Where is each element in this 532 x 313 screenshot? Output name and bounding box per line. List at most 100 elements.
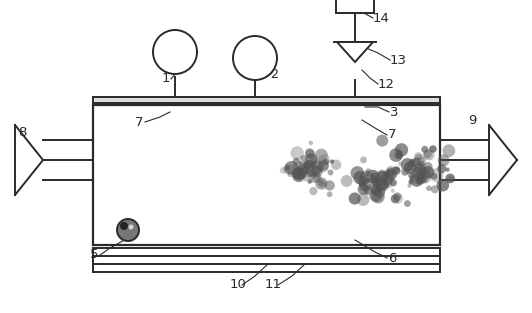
Circle shape <box>309 141 313 145</box>
Circle shape <box>293 167 306 180</box>
Bar <box>336 0 374 13</box>
Circle shape <box>309 171 321 183</box>
Circle shape <box>423 150 432 158</box>
Circle shape <box>429 168 444 182</box>
Circle shape <box>315 177 328 190</box>
Circle shape <box>407 160 414 167</box>
Circle shape <box>305 153 318 165</box>
Text: -2: -2 <box>266 69 279 81</box>
Circle shape <box>398 161 403 166</box>
Circle shape <box>292 169 305 182</box>
Circle shape <box>351 166 364 180</box>
Circle shape <box>303 161 312 170</box>
Circle shape <box>294 174 298 178</box>
Circle shape <box>298 165 303 170</box>
Circle shape <box>431 173 437 180</box>
Circle shape <box>358 183 369 195</box>
Circle shape <box>414 164 426 175</box>
Circle shape <box>410 173 423 187</box>
Text: 6: 6 <box>388 252 396 264</box>
Circle shape <box>153 30 197 74</box>
Circle shape <box>369 181 383 194</box>
Text: 7: 7 <box>388 129 396 141</box>
Circle shape <box>300 155 307 162</box>
Circle shape <box>443 144 455 157</box>
Circle shape <box>330 159 334 164</box>
Circle shape <box>390 189 395 193</box>
Circle shape <box>385 171 395 181</box>
Circle shape <box>376 186 381 191</box>
Circle shape <box>233 36 277 80</box>
Circle shape <box>396 153 401 158</box>
Text: 8: 8 <box>18 126 27 140</box>
Circle shape <box>376 181 380 185</box>
Circle shape <box>298 161 303 165</box>
Circle shape <box>359 176 363 180</box>
Circle shape <box>437 164 446 173</box>
Circle shape <box>419 170 432 183</box>
Circle shape <box>390 194 400 203</box>
Text: 13: 13 <box>390 54 407 66</box>
Circle shape <box>369 189 382 202</box>
Circle shape <box>393 192 402 201</box>
Circle shape <box>371 190 385 203</box>
Circle shape <box>386 166 396 176</box>
Circle shape <box>305 164 310 169</box>
Circle shape <box>318 166 323 171</box>
Circle shape <box>309 187 318 195</box>
Circle shape <box>417 167 426 177</box>
Circle shape <box>311 166 322 177</box>
Circle shape <box>370 175 377 182</box>
Circle shape <box>392 166 401 175</box>
Circle shape <box>395 167 400 172</box>
Circle shape <box>366 178 371 183</box>
Circle shape <box>304 170 309 175</box>
Circle shape <box>423 149 435 161</box>
Circle shape <box>401 167 409 176</box>
Circle shape <box>371 186 380 195</box>
Circle shape <box>307 179 312 184</box>
Circle shape <box>315 176 322 183</box>
Circle shape <box>303 160 315 173</box>
Circle shape <box>422 177 428 183</box>
Circle shape <box>280 167 287 174</box>
Circle shape <box>376 135 388 146</box>
Text: 7: 7 <box>135 115 144 129</box>
Text: 11: 11 <box>265 279 282 291</box>
Text: 10: 10 <box>230 279 247 291</box>
Circle shape <box>310 158 317 165</box>
Circle shape <box>415 178 421 184</box>
Circle shape <box>305 148 314 157</box>
Circle shape <box>423 162 433 171</box>
Circle shape <box>412 157 421 167</box>
Circle shape <box>297 171 303 177</box>
Circle shape <box>384 172 389 177</box>
Circle shape <box>366 170 380 183</box>
Circle shape <box>389 179 397 186</box>
Circle shape <box>293 163 300 170</box>
Circle shape <box>420 169 431 180</box>
Circle shape <box>431 185 439 193</box>
Circle shape <box>422 166 434 178</box>
Circle shape <box>426 186 431 191</box>
Text: 12: 12 <box>378 78 395 90</box>
Circle shape <box>377 170 386 179</box>
Circle shape <box>413 176 423 185</box>
Circle shape <box>408 183 412 188</box>
Circle shape <box>317 160 329 172</box>
Polygon shape <box>337 42 373 62</box>
Circle shape <box>385 182 389 187</box>
Circle shape <box>376 171 388 184</box>
Circle shape <box>374 186 385 198</box>
Circle shape <box>290 146 304 160</box>
Circle shape <box>421 146 428 153</box>
Circle shape <box>436 179 449 192</box>
Circle shape <box>407 166 414 173</box>
Circle shape <box>417 175 425 183</box>
Circle shape <box>385 181 393 188</box>
Circle shape <box>325 180 335 191</box>
Circle shape <box>386 167 394 175</box>
Circle shape <box>414 152 422 161</box>
Circle shape <box>311 160 324 173</box>
Circle shape <box>376 179 389 192</box>
